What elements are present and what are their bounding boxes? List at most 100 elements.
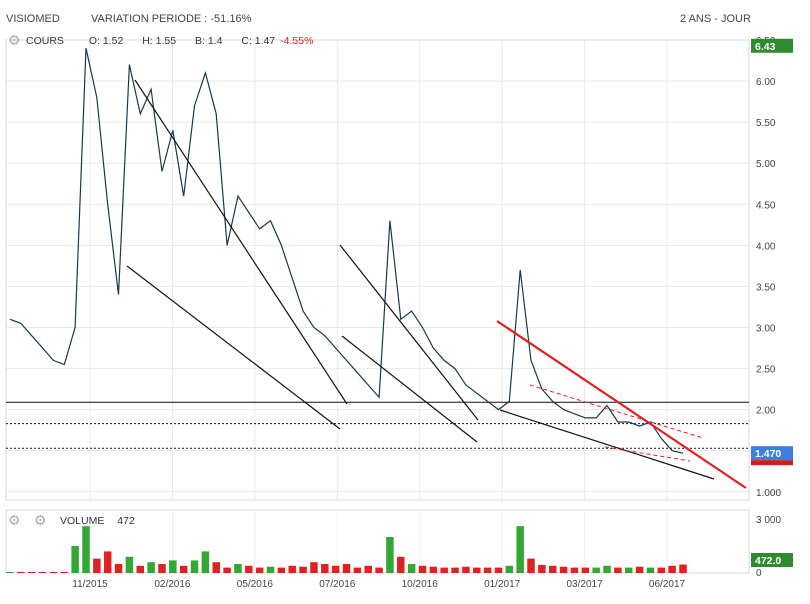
y-tick-label: 3.50 [756, 282, 776, 293]
volume-bar [559, 566, 568, 573]
trend-line [126, 265, 341, 430]
volume-bar [603, 565, 611, 573]
volume-bar [429, 566, 438, 573]
volume-tick-label: 0 [756, 568, 762, 579]
price-line [9, 48, 684, 454]
x-tick-label: 03/2017 [566, 579, 603, 590]
high-price-badge-bg [751, 38, 793, 53]
volume-bar [331, 565, 340, 573]
volume-bar [397, 556, 405, 573]
volume-bar [158, 564, 166, 573]
volume-bar [505, 565, 514, 573]
volume-bar [581, 567, 590, 573]
volume-bar [342, 564, 351, 573]
y-tick-label: 4.00 [756, 241, 776, 252]
volume-bar [646, 567, 655, 573]
y-tick-label: 4.50 [756, 200, 776, 211]
y-tick-label: 3.00 [756, 324, 776, 335]
volume-bar [657, 567, 666, 573]
volume-series [6, 526, 687, 573]
x-tick-label: 10/2016 [402, 579, 439, 590]
volume-bar [179, 565, 188, 573]
volume-bar [277, 567, 286, 573]
y-axis: 1.0001.5002.002.503.003.504.004.505.005.… [756, 36, 781, 499]
gear-icon[interactable]: ⚙ [8, 512, 21, 528]
x-tick-label: 07/2016 [319, 579, 356, 590]
volume-bar [310, 562, 318, 573]
symbol-label: VISIOMED [6, 13, 60, 25]
volume-bar [125, 556, 134, 573]
price-legend: COURS O: 1.52 H: 1.55 B: 1.4 C: 1.47 -4.… [26, 35, 323, 47]
red-dashed-channel [604, 446, 691, 462]
trend-line [339, 244, 479, 421]
volume-badge: 472.0 [755, 555, 781, 567]
volume-bar [407, 564, 416, 573]
volume-bar [147, 562, 155, 573]
volume-bar [473, 567, 481, 573]
volume-bar [212, 562, 220, 573]
x-tick-label: 11/2015 [72, 579, 108, 590]
volume-bar [353, 567, 362, 573]
volume-legend: VOLUME 472 [60, 515, 145, 527]
volume-bar [483, 567, 492, 573]
trend-line [134, 79, 348, 405]
volume-bar [462, 566, 470, 573]
y-tick-label: 1.000 [756, 488, 781, 499]
volume-bar [299, 566, 307, 573]
volume-legend-value: 472 [117, 515, 135, 527]
volume-bar [440, 567, 448, 573]
price-series [9, 48, 684, 454]
gear-icon[interactable]: ⚙ [8, 32, 21, 48]
trend-line [341, 335, 478, 443]
volume-bar [223, 567, 231, 573]
volume-bar [266, 566, 275, 573]
volume-bar [386, 537, 394, 573]
volume-bar [169, 560, 177, 573]
last-price-badge-bg [751, 446, 793, 461]
x-tick-label: 02/2016 [154, 579, 191, 590]
volume-y-axis: 3 000 0 [756, 515, 781, 579]
legend-low: B: 1.4 [195, 35, 223, 47]
volume-bar [288, 565, 296, 573]
volume-bar [635, 566, 644, 573]
variation-label: VARIATION PERIODE : -51.16% [91, 13, 252, 25]
volume-bar [679, 564, 687, 573]
trend-lines [126, 79, 747, 489]
volume-bar [624, 567, 633, 573]
volume-bar [82, 526, 90, 573]
volume-bar [614, 567, 622, 573]
volume-bar [93, 558, 101, 573]
volume-bar [71, 546, 79, 573]
x-axis: 11/2015 02/2016 05/2016 07/2016 10/2016 01/20… [72, 579, 685, 590]
y-tick-label: 2.00 [756, 406, 776, 417]
volume-bar [570, 567, 579, 573]
volume-tick-label: 3 000 [756, 515, 781, 526]
volume-bar [549, 565, 557, 573]
volume-bar [364, 565, 372, 573]
trend-line [499, 409, 715, 480]
volume-bar [494, 567, 503, 573]
volume-bar [38, 572, 47, 573]
panel-borders [5, 39, 750, 574]
volume-bar [538, 564, 546, 573]
x-tick-label: 06/2017 [649, 579, 686, 590]
volume-bar [516, 526, 524, 573]
high-price-badge: 6.43 [755, 41, 776, 53]
volume-bar [451, 567, 459, 573]
volume-bar [201, 551, 210, 573]
volume-bar [375, 567, 383, 573]
volume-bar [668, 565, 676, 573]
volume-bar [527, 558, 535, 573]
volume-bar [418, 565, 427, 573]
price-panel-border [5, 39, 750, 501]
settings-gear-icon[interactable]: ⚙ [34, 512, 47, 528]
volume-bar [49, 572, 58, 573]
volume-bar [321, 564, 329, 573]
legend-name: COURS [26, 35, 64, 47]
y-tick-label: 5.00 [756, 159, 776, 170]
value-badges: 6.43 1.470 472.0 [751, 38, 793, 567]
x-tick-label: 05/2016 [237, 579, 274, 590]
last-price-badge: 1.470 [755, 448, 781, 460]
volume-bar [234, 564, 242, 573]
